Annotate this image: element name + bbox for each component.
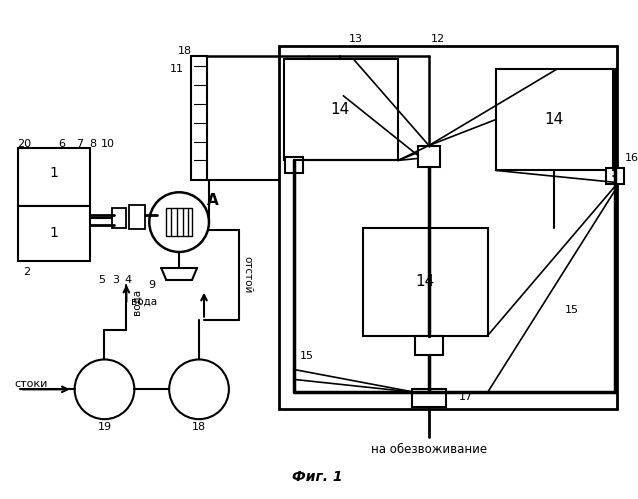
Bar xyxy=(284,59,398,161)
Text: 5: 5 xyxy=(98,275,105,285)
Text: 19: 19 xyxy=(98,422,112,432)
Text: 14: 14 xyxy=(545,112,564,127)
Bar xyxy=(112,208,126,228)
Text: 6: 6 xyxy=(58,139,65,149)
Text: 17: 17 xyxy=(459,392,473,402)
Text: 14: 14 xyxy=(330,102,350,117)
Bar xyxy=(415,336,443,355)
Text: 14: 14 xyxy=(415,274,434,289)
Bar xyxy=(363,228,487,336)
Bar xyxy=(285,158,302,173)
Text: 2: 2 xyxy=(24,267,31,277)
Text: 4: 4 xyxy=(125,275,132,285)
Bar xyxy=(191,56,207,180)
Text: 18: 18 xyxy=(178,46,192,56)
Bar xyxy=(412,389,446,407)
Text: А: А xyxy=(207,193,219,208)
Text: 15: 15 xyxy=(299,351,313,361)
Text: стоки: стоки xyxy=(14,379,47,389)
Text: 16: 16 xyxy=(625,154,638,164)
Bar xyxy=(130,205,145,229)
Circle shape xyxy=(75,359,135,419)
Bar xyxy=(166,208,192,236)
Bar xyxy=(279,46,617,409)
Bar xyxy=(18,149,89,206)
Bar xyxy=(606,168,624,184)
Text: на обезвоживание: на обезвоживание xyxy=(371,443,487,456)
Circle shape xyxy=(169,359,229,419)
Text: 1: 1 xyxy=(49,166,58,180)
Text: вода: вода xyxy=(131,297,158,307)
Text: 9: 9 xyxy=(149,280,156,290)
Bar xyxy=(418,146,440,167)
Bar xyxy=(496,69,613,170)
Text: вода: вода xyxy=(131,289,142,315)
Text: 13: 13 xyxy=(349,34,363,44)
Text: 3: 3 xyxy=(112,275,119,285)
Circle shape xyxy=(149,192,209,252)
Text: 18: 18 xyxy=(192,422,206,432)
Text: 15: 15 xyxy=(565,305,579,315)
Text: 12: 12 xyxy=(431,34,445,44)
Text: 7: 7 xyxy=(76,139,83,149)
Text: 10: 10 xyxy=(100,139,114,149)
Text: отстой: отстой xyxy=(243,256,253,293)
Text: 1: 1 xyxy=(49,226,58,240)
Text: 8: 8 xyxy=(89,139,96,149)
Text: 11: 11 xyxy=(170,64,184,74)
Text: Фиг. 1: Фиг. 1 xyxy=(292,470,343,484)
Text: 20: 20 xyxy=(17,139,31,149)
Bar xyxy=(18,206,89,261)
